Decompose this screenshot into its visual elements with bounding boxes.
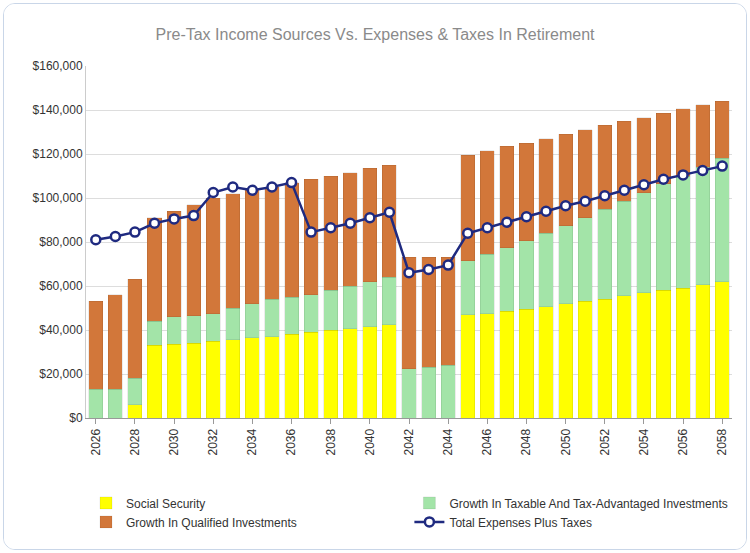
svg-text:2040: 2040 — [363, 428, 377, 455]
svg-text:2032: 2032 — [206, 428, 220, 455]
svg-text:2050: 2050 — [559, 428, 573, 455]
svg-text:2058: 2058 — [715, 428, 729, 455]
svg-text:2046: 2046 — [480, 428, 494, 455]
svg-text:2052: 2052 — [598, 428, 612, 455]
svg-text:2044: 2044 — [441, 428, 455, 455]
svg-text:2056: 2056 — [676, 428, 690, 455]
svg-text:$140,000: $140,000 — [33, 103, 83, 117]
svg-text:2030: 2030 — [167, 428, 181, 455]
svg-text:2028: 2028 — [128, 428, 142, 455]
svg-text:Growth In Qualified Investment: Growth In Qualified Investments — [126, 516, 297, 530]
svg-text:Growth In Taxable And Tax-Adva: Growth In Taxable And Tax-Advantaged Inv… — [449, 497, 727, 511]
svg-text:2054: 2054 — [637, 428, 651, 455]
svg-text:Social Security: Social Security — [126, 497, 205, 511]
svg-text:$20,000: $20,000 — [39, 367, 83, 381]
svg-text:$0: $0 — [69, 411, 83, 425]
svg-text:$60,000: $60,000 — [39, 279, 83, 293]
svg-text:$100,000: $100,000 — [33, 191, 83, 205]
svg-text:$80,000: $80,000 — [39, 235, 83, 249]
svg-text:$120,000: $120,000 — [33, 147, 83, 161]
svg-text:2026: 2026 — [89, 428, 103, 455]
svg-text:2036: 2036 — [284, 428, 298, 455]
svg-text:2048: 2048 — [519, 428, 533, 455]
svg-text:2034: 2034 — [245, 428, 259, 455]
svg-text:2038: 2038 — [324, 428, 338, 455]
svg-text:2042: 2042 — [402, 428, 416, 455]
svg-text:$160,000: $160,000 — [33, 59, 83, 73]
svg-text:Pre-Tax Income Sources Vs. Exp: Pre-Tax Income Sources Vs. Expenses & Ta… — [155, 26, 595, 43]
svg-text:$40,000: $40,000 — [39, 323, 83, 337]
svg-text:Total Expenses Plus Taxes: Total Expenses Plus Taxes — [449, 516, 592, 530]
